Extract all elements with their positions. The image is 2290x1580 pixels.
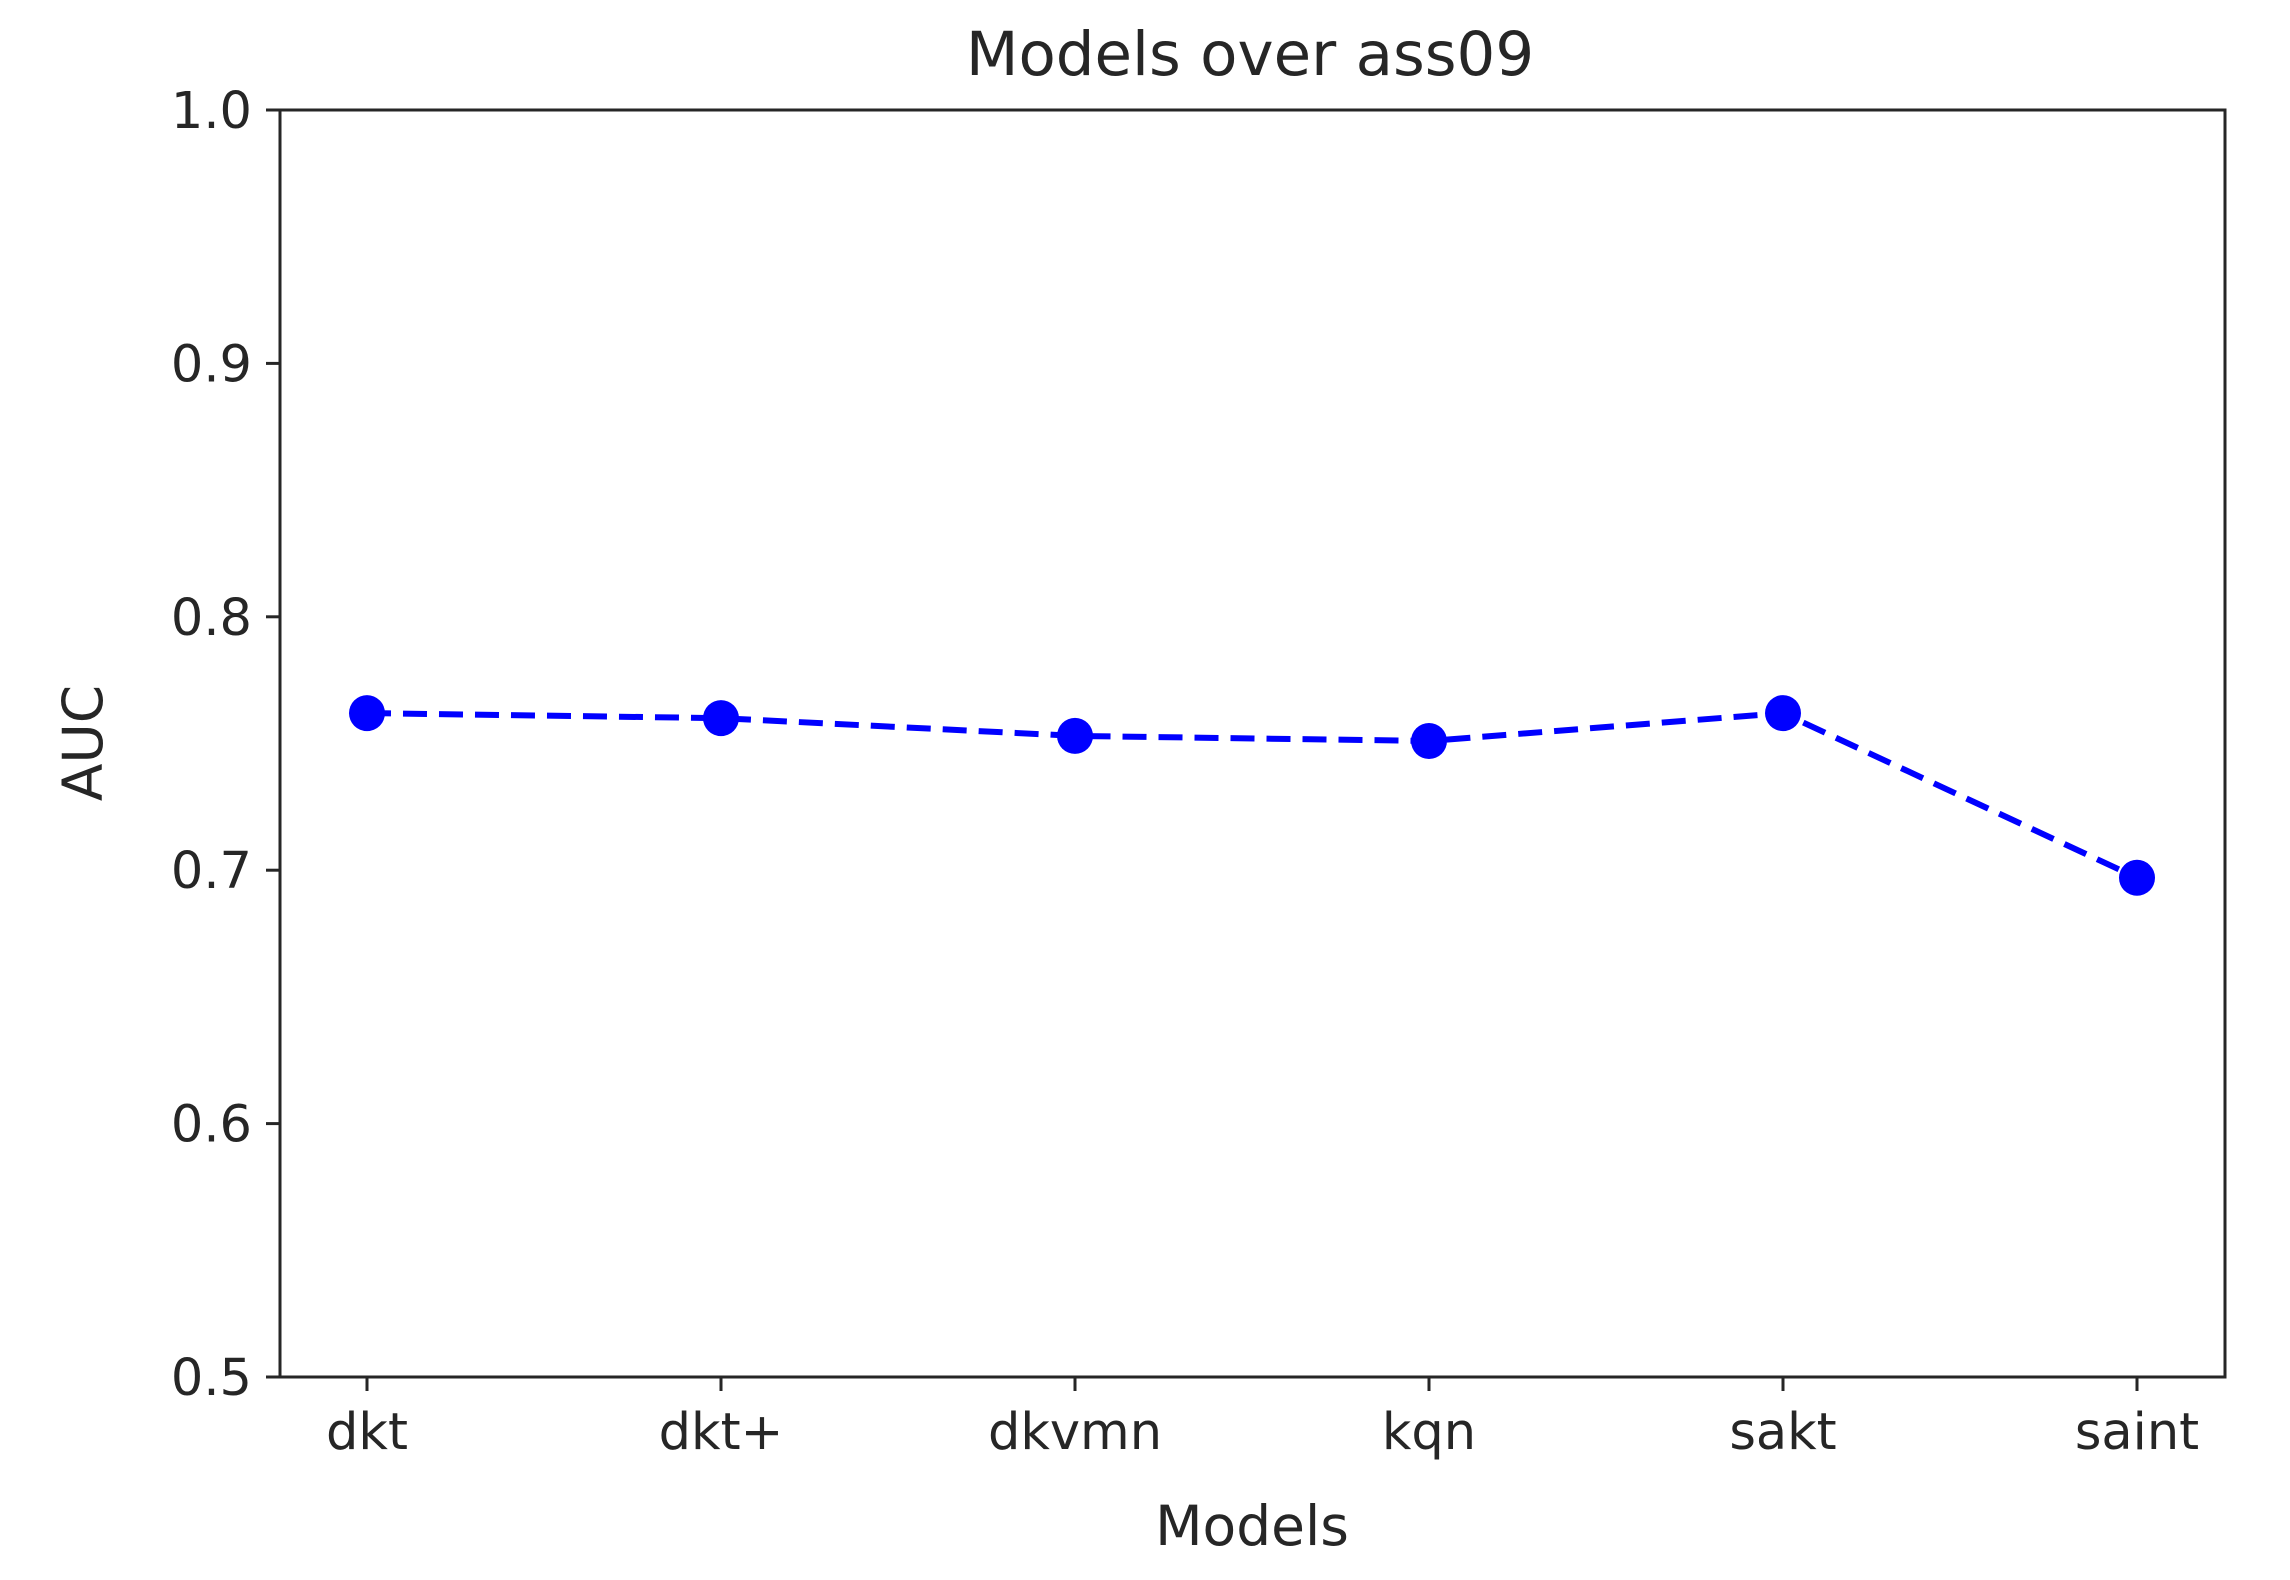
data-point bbox=[349, 695, 385, 732]
x-axis-tick-label: dkt+ bbox=[659, 1403, 784, 1462]
y-axis-tick-label: 0.7 bbox=[171, 842, 252, 901]
x-axis-tick-label: dkt bbox=[326, 1403, 408, 1462]
y-axis-tick-label: 0.9 bbox=[171, 335, 252, 394]
series-line bbox=[366, 710, 2139, 881]
y-axis-ticks: 0.5 0.6 0.7 0.8 0.9 1.0 bbox=[171, 82, 280, 1408]
data-point bbox=[2119, 859, 2155, 896]
data-point bbox=[1057, 717, 1093, 754]
x-axis-ticks: dkt dkt+ dkvmn kqn sakt saint bbox=[326, 1377, 2199, 1462]
chart-title: Models over ass09 bbox=[966, 19, 1534, 90]
x-axis-tick-label: saint bbox=[2075, 1403, 2199, 1462]
x-axis-tick-label: dkvmn bbox=[988, 1403, 1162, 1462]
y-axis-title: AUC bbox=[51, 685, 115, 801]
data-point bbox=[1765, 695, 1801, 732]
y-axis-tick-label: 0.5 bbox=[171, 1349, 252, 1408]
x-axis-tick-label: sakt bbox=[1729, 1403, 1836, 1462]
x-axis-title: Models bbox=[1155, 1494, 1349, 1558]
series-layer bbox=[349, 695, 2155, 896]
y-axis-tick-label: 0.8 bbox=[171, 589, 252, 648]
data-point bbox=[1411, 722, 1447, 759]
data-point bbox=[703, 700, 739, 737]
x-axis-tick-label: kqn bbox=[1382, 1403, 1476, 1462]
plot-frame bbox=[278, 108, 2227, 1379]
y-axis-tick-label: 1.0 bbox=[171, 82, 252, 141]
y-axis-tick-label: 0.6 bbox=[171, 1096, 252, 1155]
